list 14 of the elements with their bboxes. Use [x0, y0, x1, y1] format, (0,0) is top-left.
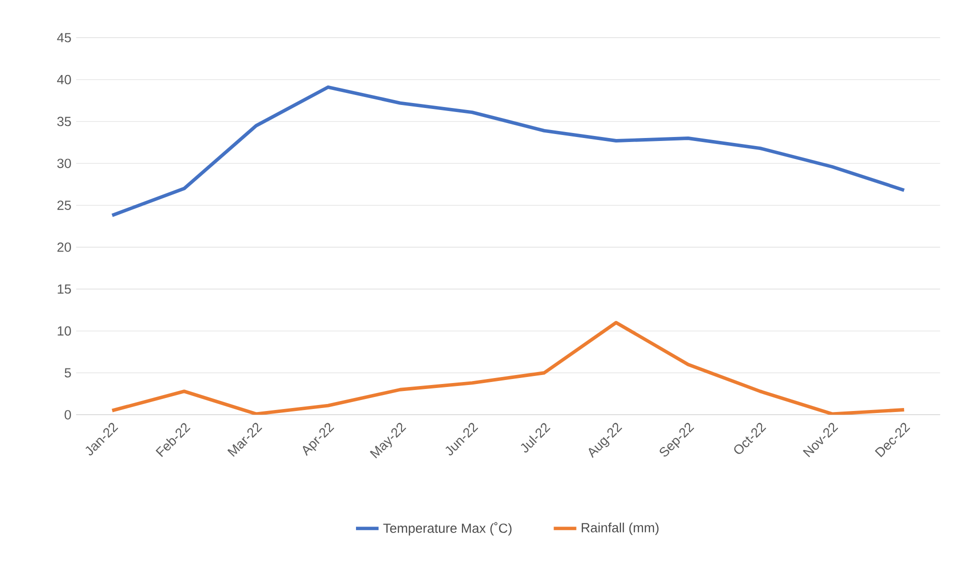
legend-label: Rainfall (mm)	[582, 522, 659, 536]
y-tick-label: 0	[64, 410, 71, 420]
line-series	[110, 86, 906, 218]
y-tick-label: 25	[57, 200, 71, 210]
y-tick-label: 15	[58, 284, 71, 294]
line-series	[110, 321, 906, 415]
legend-label: Temperature Max (˚C)	[383, 522, 512, 536]
y-tick-label: 35	[57, 117, 71, 126]
y-tick-label: 20	[57, 242, 71, 252]
y-tick-label: 5	[64, 368, 71, 378]
y-tick-label: 10	[58, 326, 71, 336]
y-tick-label: 45	[57, 33, 71, 43]
y-tick-label: 40	[57, 75, 71, 85]
y-tick-label: 30	[57, 158, 71, 168]
